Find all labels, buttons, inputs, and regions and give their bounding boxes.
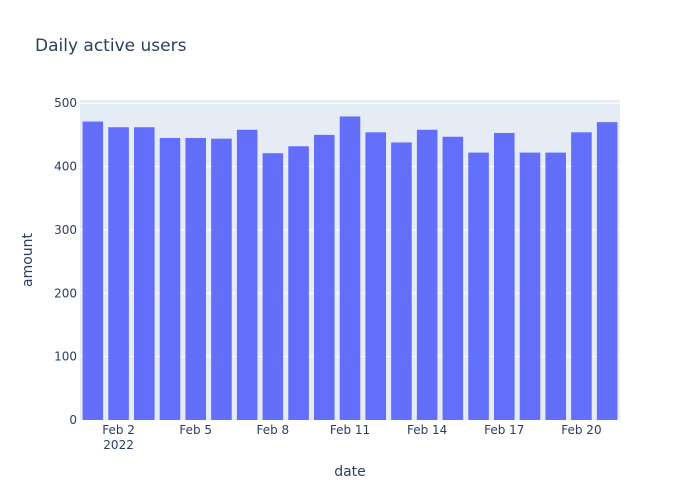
y-tick-label: 400 — [54, 160, 77, 174]
y-tick-label: 200 — [54, 286, 77, 300]
x-tick-label: Feb 17 — [484, 423, 524, 437]
bar-2022-02-16 — [468, 152, 489, 420]
bar-2022-02-12 — [365, 132, 386, 420]
x-tick-label: Feb 5 — [179, 423, 212, 437]
bar-2022-02-05 — [185, 138, 206, 420]
y-axis-title: amount — [20, 232, 36, 287]
bar-2022-02-17 — [494, 132, 515, 420]
bar-2022-02-19 — [545, 152, 566, 420]
bar-2022-02-01 — [82, 121, 104, 420]
bar-2022-02-21 — [596, 122, 618, 420]
bar-2022-02-10 — [314, 134, 335, 420]
bar-2022-02-11 — [339, 116, 361, 420]
bar-2022-02-15 — [442, 136, 464, 420]
x-axis-title: date — [334, 464, 366, 480]
bars — [82, 116, 618, 421]
y-tick-label: 0 — [69, 413, 77, 427]
bar-2022-02-06 — [211, 138, 232, 420]
bar-2022-02-08 — [262, 153, 284, 420]
bar-2022-02-02 — [108, 127, 129, 420]
bar-2022-02-04 — [159, 138, 181, 420]
x-tick-label: Feb 8 — [257, 423, 290, 437]
x-tick-label: Feb 14 — [407, 423, 447, 437]
y-axis-ticks: 0 100 200 300 400 500 — [54, 96, 77, 427]
bar-2022-02-13 — [391, 142, 412, 420]
y-tick-label: 100 — [54, 350, 77, 364]
bar-2022-02-18 — [519, 152, 541, 420]
bar-2022-02-07 — [236, 129, 258, 421]
x-tick-label: Feb 11 — [330, 423, 370, 437]
bar-2022-02-03 — [134, 127, 155, 420]
bar-2022-02-09 — [288, 146, 309, 420]
y-tick-label: 500 — [54, 96, 77, 110]
x-tick-label: Feb 20 — [561, 423, 601, 437]
x-tick-label: Feb 2 — [102, 423, 135, 437]
bar-2022-02-20 — [571, 132, 592, 420]
x-tick-year-label: 2022 — [103, 438, 134, 452]
bar-2022-02-14 — [416, 129, 438, 421]
y-tick-label: 300 — [54, 223, 77, 237]
chart-title: Daily active users — [35, 36, 187, 56]
